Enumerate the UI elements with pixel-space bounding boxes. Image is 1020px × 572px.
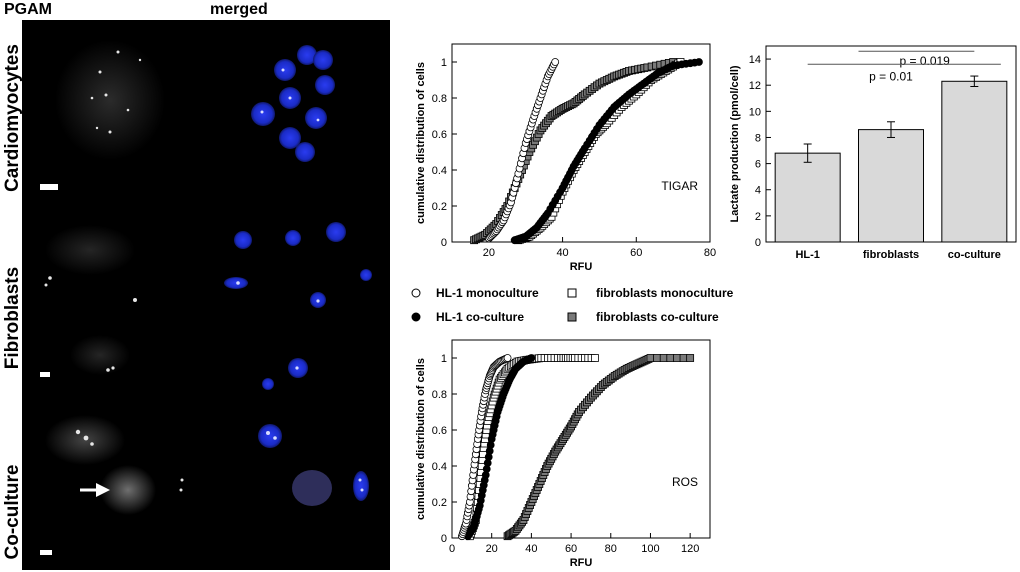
merged-channel [224,45,372,506]
x-tick-label: 80 [704,247,716,259]
bar [941,80,1008,243]
x-tick-label: 20 [486,543,498,555]
legend: HL-1 monoculture fibroblasts monoculture… [411,286,734,324]
x-axis-label: RFU [570,261,593,273]
legend-marker [411,312,421,322]
y-tick-label: 0 [441,237,447,249]
y-tick-label: 0.8 [432,389,447,401]
y-tick-label: 0.6 [432,129,447,141]
p-value-label: p = 0.019 [899,54,950,68]
column-header-pgam: PGAM [4,1,52,18]
legend-marker [567,312,577,322]
data-point [653,354,661,362]
plot-annotation: ROS [672,475,698,489]
x-tick-label: 120 [681,543,699,555]
x-axis-label: RFU [570,557,593,569]
data-point [659,354,668,362]
data-point [666,354,675,362]
x-tick-label: 40 [556,247,568,259]
data-point [551,58,560,66]
p-value-label: p = 0.01 [869,69,913,83]
row-label-cardiomyocytes: Cardiomyocytes [2,44,23,192]
x-tick-label: 60 [565,543,577,555]
y-tick-label: 0.4 [432,165,447,177]
data-point [503,354,512,362]
y-tick-label: 4 [755,185,761,197]
scale-bar [40,372,50,377]
legend-label: fibroblasts co-culture [596,310,719,324]
x-tick-label: 80 [605,543,617,555]
data-point [646,354,655,362]
x-tick-label: 60 [630,247,642,259]
y-tick-label: 10 [749,106,761,118]
y-tick-label: 0 [441,533,447,545]
data-point [686,354,695,362]
x-tick-label: 40 [525,543,537,555]
scale-bar [40,184,58,190]
x-tick-label: 0 [449,543,455,555]
y-tick-label: 0.6 [432,425,447,437]
row-label-co-culture: Co-culture [2,465,23,560]
legend-label: HL-1 monoculture [436,286,539,300]
y-tick-label: 1 [441,57,447,69]
bar [774,152,841,243]
legend-marker [411,288,421,298]
plot-annotation: TIGAR [661,179,698,193]
pgam-channel [44,40,184,515]
category-label: HL-1 [795,249,819,261]
y-axis-label: Lactate production (pmol/cell) [729,65,741,222]
column-header-merged: merged [210,1,268,18]
data-point [527,354,536,362]
chart-ros-cdf: 0 20 40 60 80 100 120 0 0.2 0.4 0.6 0.8 1 RFU cumulati… [415,339,711,569]
y-tick-label: 0.8 [432,93,447,105]
data-point [679,354,688,362]
plot-frame [451,339,711,539]
row-label-fibroblasts: Fibroblasts [2,267,23,369]
y-tick-label: 0 [755,237,761,249]
bar [858,129,924,243]
y-tick-label: 8 [755,132,761,144]
scale-bar [40,550,52,555]
y-tick-label: 0.2 [432,201,447,213]
y-tick-label: 12 [749,80,761,92]
chart-tigar-cdf: 20 40 60 80 0 0.2 0.4 0.6 0.8 1 RFU cumulative dist… [415,43,716,273]
x-tick-label: 20 [483,247,495,259]
y-tick-label: 6 [755,159,761,171]
y-tick-label: 1 [441,353,447,365]
x-tick-label: 100 [641,543,659,555]
y-tick-label: 2 [755,211,761,223]
data-point [673,354,681,362]
legend-marker [567,288,577,298]
y-axis-label: cumulative distribution of cells [415,358,427,520]
chart-lactate-bar: 0 2 4 6 8 10 12 14 Lactate production (pmol/cell… [729,45,1017,261]
category-label: fibroblasts [863,249,919,261]
y-axis-label: cumulative distribution of cells [415,62,427,224]
legend-label: fibroblasts monoculture [596,286,734,300]
micrograph-panel: PGAM merged Cardiomyocytes Fibroblasts C… [2,1,390,570]
data-point [695,58,703,66]
arrow-icon [80,483,110,497]
category-label: co-culture [948,249,1001,261]
y-tick-label: 0.2 [432,497,447,509]
plot-frame [451,43,711,243]
y-tick-label: 0.4 [432,461,447,473]
legend-label: HL-1 co-culture [436,310,524,324]
data-point [590,354,599,362]
y-tick-label: 14 [749,54,761,66]
